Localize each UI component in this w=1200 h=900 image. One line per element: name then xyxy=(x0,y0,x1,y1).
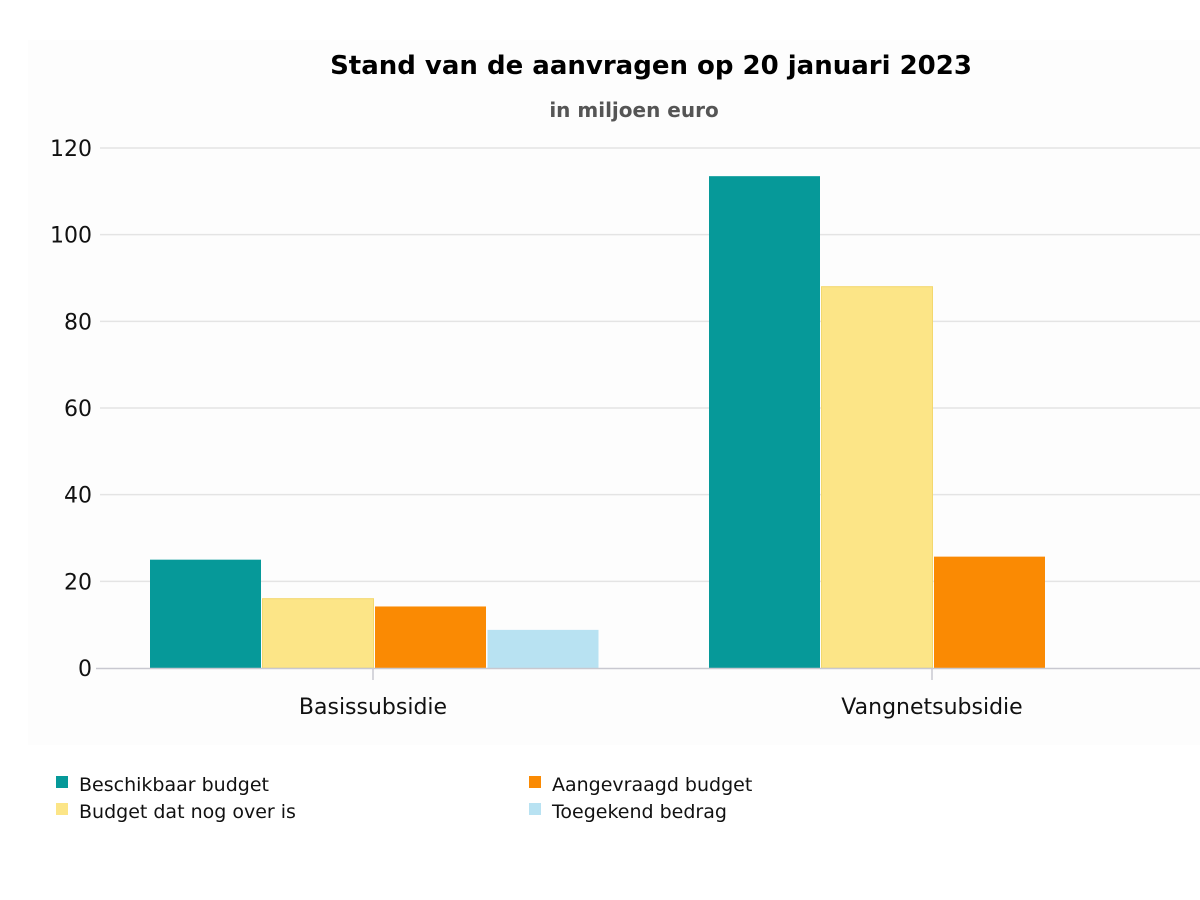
x-tick-label: Vangnetsubsidie xyxy=(841,695,1022,720)
bar-basissubsidie-budget-dat-nog-over-is xyxy=(262,598,374,669)
y-tick-label: 100 xyxy=(50,224,92,249)
legend-label: Toegekend bedrag xyxy=(551,801,727,823)
legend-label: Aangevraagd budget xyxy=(552,774,752,796)
legend: Beschikbaar budget Aangevraagd budget Budg… xyxy=(56,774,752,823)
chart-subtitle: in miljoen euro xyxy=(549,98,718,122)
chart-title: Stand van de aanvragen op 20 januari 202… xyxy=(330,51,972,81)
legend-item-budget-dat-nog-over-is: Budget dat nog over is xyxy=(56,801,296,823)
x-tick-label: Basissubsidie xyxy=(299,695,447,720)
legend-item-beschikbaar-budget: Beschikbaar budget xyxy=(56,774,269,796)
y-tick-label: 20 xyxy=(64,570,92,595)
y-tick-label: 40 xyxy=(64,484,92,509)
legend-item-toegekend-bedrag: Toegekend bedrag xyxy=(529,801,727,823)
legend-swatch xyxy=(56,776,68,788)
bars xyxy=(150,176,1045,669)
bar-basissubsidie-beschikbaar-budget xyxy=(150,559,261,668)
y-tick-label: 80 xyxy=(64,310,92,335)
bar-basissubsidie-aangevraagd-budget xyxy=(375,606,486,668)
y-tick-label: 120 xyxy=(50,137,92,162)
legend-item-aangevraagd-budget: Aangevraagd budget xyxy=(529,774,752,796)
y-tick-label: 0 xyxy=(78,657,92,682)
bar-vangnetsubsidie-beschikbaar-budget xyxy=(709,176,820,668)
legend-label: Beschikbaar budget xyxy=(79,774,269,796)
legend-label: Budget dat nog over is xyxy=(79,801,296,823)
bar-basissubsidie-toegekend-bedrag xyxy=(487,629,599,668)
legend-swatch xyxy=(529,776,541,788)
gridlines xyxy=(100,147,1200,583)
bar-vangnetsubsidie-aangevraagd-budget xyxy=(934,556,1045,668)
y-tick-label: 60 xyxy=(64,397,92,422)
legend-swatch xyxy=(529,803,541,815)
x-axis: Basissubsidie Vangnetsubsidie xyxy=(96,667,1200,720)
y-axis: 0 20 40 60 80 100 120 xyxy=(50,137,92,682)
bar-vangnetsubsidie-budget-dat-nog-over-is xyxy=(821,286,933,669)
legend-swatch xyxy=(56,803,68,815)
